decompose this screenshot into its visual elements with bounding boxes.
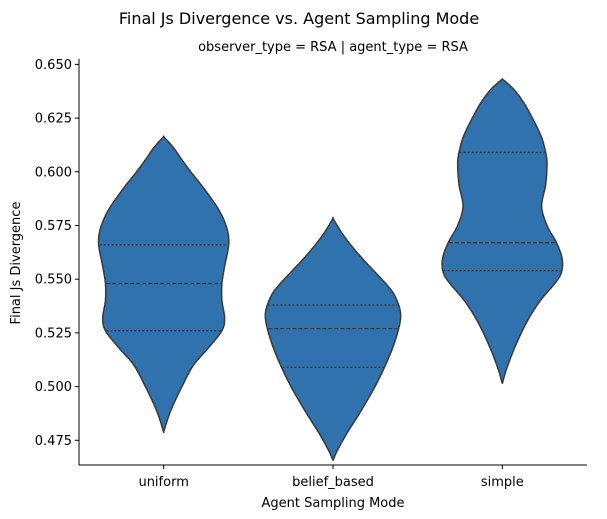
x-tick-label: belief_based bbox=[292, 475, 374, 490]
y-tick-label: 0.525 bbox=[35, 326, 72, 341]
plot-area: 0.475 0.500 0.525 0.550 0.575 0.600 0.625 0.650… bbox=[35, 58, 587, 490]
violin-simple bbox=[441, 78, 564, 384]
x-tick-label: simple bbox=[481, 475, 524, 490]
y-tick-label: 0.500 bbox=[35, 380, 72, 395]
y-tick-label: 0.575 bbox=[35, 219, 72, 234]
violin-uniform bbox=[97, 135, 230, 434]
x-tick-label: uniform bbox=[138, 475, 188, 490]
y-tick-label: 0.650 bbox=[35, 58, 72, 73]
x-axis-label: Agent Sampling Mode bbox=[261, 496, 404, 511]
y-tick-label: 0.475 bbox=[35, 434, 72, 449]
y-tick-label: 0.625 bbox=[35, 112, 72, 127]
y-tick-label: 0.600 bbox=[35, 165, 72, 180]
facet-subtitle: observer_type = RSA | agent_type = RSA bbox=[198, 40, 468, 55]
violin-belief_based bbox=[264, 216, 402, 462]
y-axis-label: Final Js Divergence bbox=[9, 202, 24, 325]
chart-title: Final Js Divergence vs. Agent Sampling M… bbox=[119, 9, 479, 28]
y-tick-label: 0.550 bbox=[35, 273, 72, 288]
